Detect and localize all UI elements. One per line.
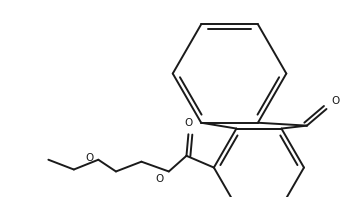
Text: O: O xyxy=(331,96,340,106)
Text: O: O xyxy=(85,153,93,163)
Text: O: O xyxy=(156,174,164,184)
Text: O: O xyxy=(184,118,193,128)
